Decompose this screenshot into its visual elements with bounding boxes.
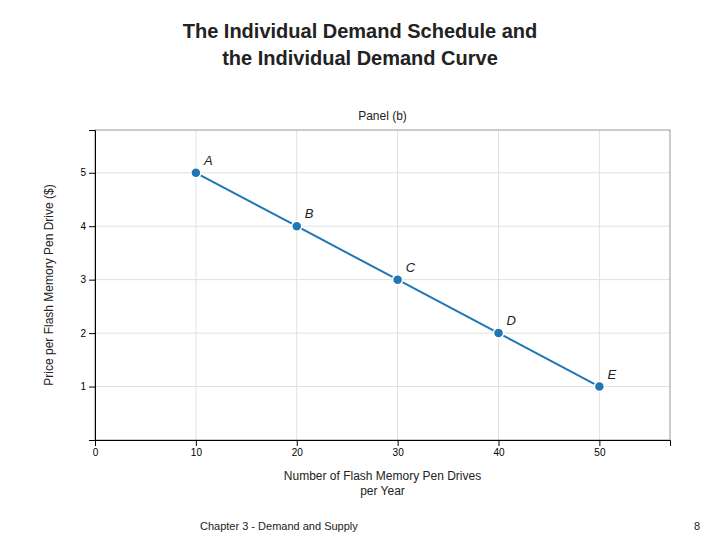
x-tick-mark — [499, 440, 500, 446]
x-axis-title-line: per Year — [360, 484, 405, 498]
point-label: C — [406, 260, 416, 275]
x-tick-label: 0 — [93, 447, 99, 458]
point-label: D — [507, 313, 516, 328]
x-axis: 0 10 20 30 40 50 — [93, 440, 671, 458]
footer-right: 8 — [694, 520, 700, 532]
y-tick: 3 — [80, 274, 95, 285]
x-tick: 0 — [93, 440, 99, 458]
y-grid-line — [95, 226, 670, 227]
plot: 0 10 20 30 40 50 1 2 3 4 5 A B C D E Panel (b) Number of … — [42, 109, 671, 498]
x-axis-line — [96, 441, 671, 447]
x-tick: 30 — [393, 440, 405, 458]
x-axis-title: Number of Flash Memory Pen Drivesper Yea… — [284, 469, 481, 498]
y-tick: 4 — [80, 221, 95, 232]
x-tick-mark — [398, 440, 399, 446]
y-tick-mark — [89, 226, 95, 227]
y-tick-mark — [89, 280, 95, 281]
title-line: the Individual Demand Curve — [222, 47, 498, 69]
point-label: B — [305, 206, 314, 221]
point — [191, 168, 201, 178]
x-grid-line — [599, 130, 600, 440]
y-tick-label: 3 — [80, 274, 86, 285]
y-tick-label: 2 — [80, 328, 86, 339]
x-tick-label: 50 — [594, 447, 606, 458]
chart: The Individual Demand Schedule and the In… — [0, 0, 720, 540]
y-tick-label: 4 — [80, 221, 86, 232]
y-tick-label: 1 — [80, 381, 86, 392]
y-grid-line — [95, 333, 670, 334]
grid — [95, 130, 670, 440]
x-tick-label: 30 — [393, 447, 405, 458]
title: The Individual Demand Schedule and the In… — [183, 20, 538, 69]
point — [594, 382, 604, 392]
y-axis: 1 2 3 4 5 — [80, 131, 95, 441]
x-tick-mark — [599, 440, 600, 446]
x-tick-mark — [297, 440, 298, 446]
x-tick: 10 — [191, 440, 203, 458]
y-grid-line — [95, 279, 670, 280]
y-tick-mark — [89, 333, 95, 334]
x-axis-title-line: Number of Flash Memory Pen Drives — [284, 469, 481, 483]
x-tick-label: 10 — [191, 447, 203, 458]
y-grid-line — [95, 172, 670, 173]
demand-line — [196, 173, 600, 387]
y-axis-line — [89, 131, 96, 441]
point-label: A — [203, 153, 213, 168]
y-tick-mark — [89, 387, 95, 388]
y-tick: 5 — [80, 167, 95, 178]
y-grid-line — [95, 386, 670, 387]
point — [292, 221, 302, 231]
point — [494, 328, 504, 338]
x-tick: 50 — [594, 440, 606, 458]
point-label: E — [607, 367, 616, 382]
x-grid-line — [296, 130, 297, 440]
x-tick: 20 — [292, 440, 304, 458]
point — [393, 275, 403, 285]
x-tick-label: 40 — [493, 447, 505, 458]
footer-left: Chapter 3 - Demand and Supply — [200, 520, 358, 532]
x-grid-line — [498, 130, 499, 440]
title-line: The Individual Demand Schedule and — [183, 20, 538, 42]
x-tick-mark — [196, 440, 197, 446]
x-tick-label: 20 — [292, 447, 304, 458]
point-labels: A B C D E — [203, 153, 617, 382]
plot-frame — [95, 130, 670, 440]
y-tick: 2 — [80, 328, 95, 339]
marks — [191, 168, 605, 392]
x-tick: 40 — [493, 440, 505, 458]
panel-label: Panel (b) — [358, 109, 407, 123]
y-tick: 1 — [80, 381, 95, 392]
y-tick-label: 5 — [80, 167, 86, 178]
y-axis-title: Price per Flash Memory Pen Drive ($) — [42, 184, 56, 385]
y-tick-mark — [89, 173, 95, 174]
